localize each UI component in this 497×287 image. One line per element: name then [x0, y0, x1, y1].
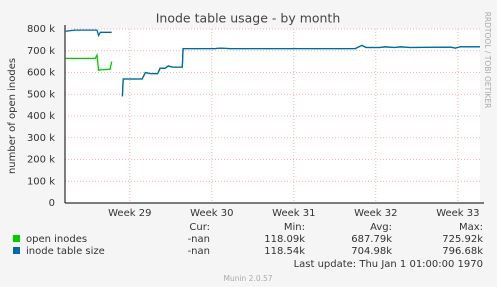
stat-value: -nan: [188, 246, 210, 257]
legend-swatch: [13, 247, 20, 254]
side-label: RRDTOOL / TOBI OETIKER: [483, 12, 492, 109]
stat-value: 725.92k: [442, 234, 483, 245]
y-tick-label: 500 k: [27, 89, 55, 100]
series-line: [65, 29, 480, 97]
stat-header: Max:: [459, 222, 483, 233]
legend-label: inode table size: [26, 246, 105, 257]
x-tick-label: Week 33: [436, 208, 479, 219]
x-tick-label: Week 32: [354, 208, 397, 219]
stat-header: Avg:: [370, 222, 392, 233]
x-tick-label: Week 31: [272, 208, 315, 219]
footer: Last update: Thu Jan 1 01:00:00 1970: [294, 259, 483, 270]
x-tick-label: Week 30: [190, 208, 233, 219]
x-tick-label: Week 29: [108, 208, 151, 219]
y-tick-label: 400 k: [27, 111, 55, 122]
stat-header: Min:: [284, 222, 305, 233]
y-tick-label: 300 k: [27, 133, 55, 144]
y-axis-label: number of open inodes: [7, 58, 18, 174]
chart-title: Inode table usage - by month: [156, 11, 341, 26]
y-tick-label: 200 k: [27, 155, 55, 166]
stat-value: 796.68k: [442, 246, 483, 257]
y-tick-label: 600 k: [27, 68, 55, 79]
stat-header: Cur:: [189, 222, 210, 233]
stat-value: -nan: [188, 234, 210, 245]
legend-label: open inodes: [26, 234, 87, 245]
stat-value: 687.79k: [351, 234, 392, 245]
y-tick-label: 0: [49, 198, 55, 209]
stat-value: 118.54k: [264, 246, 305, 257]
y-tick-label: 100 k: [27, 176, 55, 187]
y-tick-label: 800 k: [27, 24, 55, 35]
y-tick-label: 700 k: [27, 46, 55, 57]
stat-value: 118.09k: [264, 234, 305, 245]
stat-value: 704.98k: [351, 246, 392, 257]
legend-swatch: [13, 235, 20, 242]
version: Munin 2.0.57: [223, 274, 272, 283]
